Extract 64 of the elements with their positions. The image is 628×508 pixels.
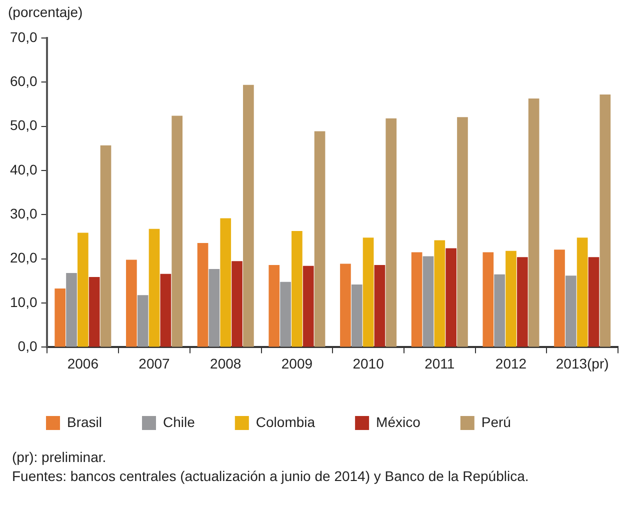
bar xyxy=(66,272,77,347)
bar xyxy=(100,145,112,347)
y-tick-label: 60,0 xyxy=(10,73,38,90)
bar xyxy=(340,264,351,347)
bar xyxy=(411,252,422,347)
legend-label: Perú xyxy=(481,414,511,430)
y-tick-label: 10,0 xyxy=(10,294,38,310)
bar xyxy=(506,250,516,347)
bar xyxy=(302,266,314,347)
bar xyxy=(386,118,397,347)
bar xyxy=(208,269,220,347)
bar xyxy=(243,84,254,347)
bar xyxy=(88,276,100,347)
x-tick-label: 2009 xyxy=(281,355,313,372)
bar xyxy=(576,238,588,347)
bar xyxy=(516,257,528,347)
x-tick-label: 2007 xyxy=(138,355,170,372)
y-tick-label: 40,0 xyxy=(10,161,38,178)
bar xyxy=(588,257,600,347)
x-tick-label: 2008 xyxy=(210,355,242,372)
bar xyxy=(600,94,611,347)
legend-label: Colombia xyxy=(256,414,316,430)
bar xyxy=(362,238,374,347)
legend-label: México xyxy=(376,414,421,430)
x-tick-label: 2010 xyxy=(352,355,384,372)
x-tick-label: 2013(pr) xyxy=(556,355,609,372)
bar xyxy=(494,274,505,347)
bar xyxy=(268,265,280,347)
y-tick-label: 30,0 xyxy=(10,206,38,222)
bar xyxy=(172,116,183,347)
x-tick-label: 2011 xyxy=(424,355,455,372)
bar xyxy=(137,295,148,347)
bar xyxy=(422,256,434,347)
bar xyxy=(351,284,362,347)
bar xyxy=(280,282,291,347)
bar xyxy=(54,288,66,347)
bar xyxy=(457,117,468,347)
legend-label: Chile xyxy=(163,414,196,430)
y-axis-title: (porcentaje) xyxy=(8,4,83,20)
x-tick-label: 2006 xyxy=(67,355,99,372)
bar xyxy=(482,252,494,347)
legend-label: Brasil xyxy=(67,414,102,430)
bar xyxy=(220,218,232,347)
bar xyxy=(314,131,326,347)
bar xyxy=(292,231,302,347)
bar xyxy=(126,260,137,347)
y-tick-label: 70,0 xyxy=(10,28,38,45)
y-tick-label: 0,0 xyxy=(18,338,38,354)
bar xyxy=(434,240,446,347)
bar xyxy=(232,261,242,347)
y-tick-label: 50,0 xyxy=(10,117,38,134)
x-tick-label: 2012 xyxy=(495,355,527,372)
bar xyxy=(374,265,386,347)
source-note: Fuentes: bancos centrales (actualización a junio de 2014) y Banco de la República. xyxy=(12,467,530,486)
bar xyxy=(554,250,565,347)
bar xyxy=(446,248,456,347)
text: (pr): preliminar. xyxy=(12,448,108,467)
bar xyxy=(565,276,576,347)
bar xyxy=(197,242,208,347)
bar xyxy=(528,98,540,347)
bar xyxy=(148,228,160,347)
y-tick-label: 20,0 xyxy=(10,250,38,266)
bar xyxy=(78,232,88,347)
bar xyxy=(160,274,172,347)
